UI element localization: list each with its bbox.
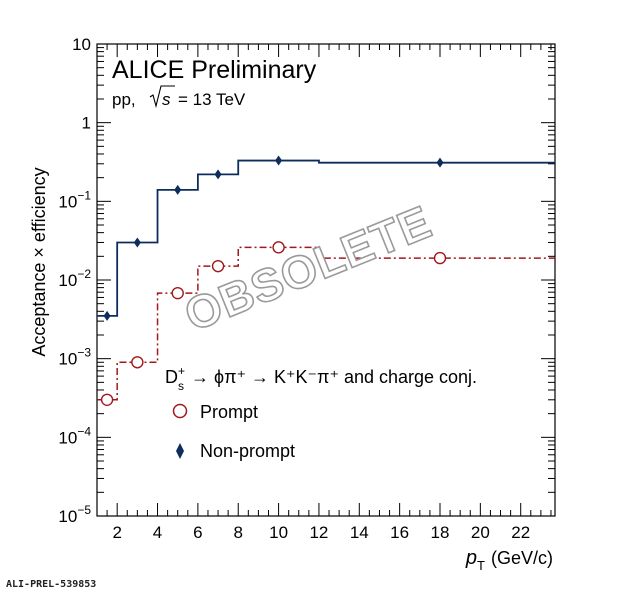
series-layer [97, 155, 555, 406]
y-tick-label: 10−4 [58, 424, 91, 447]
legend-prompt-marker [172, 403, 188, 419]
nonprompt-point [214, 169, 222, 180]
x-tick-label: 4 [153, 523, 162, 542]
footer-id: ALI-PREL-539853 [6, 579, 96, 590]
nonprompt-point [174, 184, 182, 195]
prompt-line [97, 246, 555, 401]
legend-prompt-label: Prompt [200, 402, 258, 422]
nonprompt-point [436, 157, 444, 168]
y-tick-label: 10−3 [58, 346, 91, 369]
y-tick-label: 10−1 [58, 188, 91, 211]
legend-nonprompt-label: Non-prompt [200, 441, 295, 461]
x-tick-label: 12 [309, 523, 328, 542]
x-tick-label: 2 [112, 523, 121, 542]
nonprompt-point [275, 155, 283, 166]
x-axis: 2 4 6 8 10 12 14 16 18 20 22 [96, 44, 552, 542]
y-tick-label: 10−5 [58, 503, 91, 526]
header-title: ALICE Preliminary [112, 56, 317, 84]
header-sqrt-s: s [162, 90, 171, 109]
header-energy-value: = 13 TeV [178, 90, 246, 109]
sqrt-symbol [149, 85, 175, 109]
header-energy: pp, s = 13 TeV [112, 85, 246, 109]
x-tick-label: 20 [471, 523, 490, 542]
prompt-point [131, 356, 144, 369]
nonprompt-point [133, 237, 141, 248]
x-axis-label: pT (GeV/c) [465, 547, 553, 573]
x-tick-label: 10 [269, 523, 288, 542]
y-tick-label: 10 [72, 35, 91, 54]
y-axis-label: Acceptance × efficiency [29, 167, 49, 356]
header-system: pp, [112, 90, 136, 109]
prompt-point [100, 393, 114, 406]
prompt-point [433, 251, 447, 265]
y-axis: 10−5 10−4 10−3 10−2 10−1 1 10 [58, 35, 555, 526]
legend: D+ s → ϕπ⁺ → K⁺K⁻π⁺ and charge conj. Promp… [165, 364, 477, 461]
nonprompt-point [103, 310, 111, 321]
prompt-point [171, 286, 184, 300]
x-tick-label: 22 [511, 523, 530, 542]
y-tick-label: 10−2 [58, 267, 91, 290]
prompt-point [211, 259, 225, 273]
x-tick-label: 16 [390, 523, 409, 542]
x-tick-label: 14 [350, 523, 369, 542]
legend-decay: D+ s → ϕπ⁺ → K⁺K⁻π⁺ and charge conj. [165, 364, 477, 393]
y-tick-label: 1 [82, 114, 91, 133]
x-tick-label: 18 [431, 523, 450, 542]
x-tick-label: 6 [193, 523, 202, 542]
legend-nonprompt-marker [176, 443, 184, 459]
x-tick-label: 8 [233, 523, 242, 542]
prompt-point [272, 241, 285, 254]
nonprompt-line [97, 159, 555, 317]
